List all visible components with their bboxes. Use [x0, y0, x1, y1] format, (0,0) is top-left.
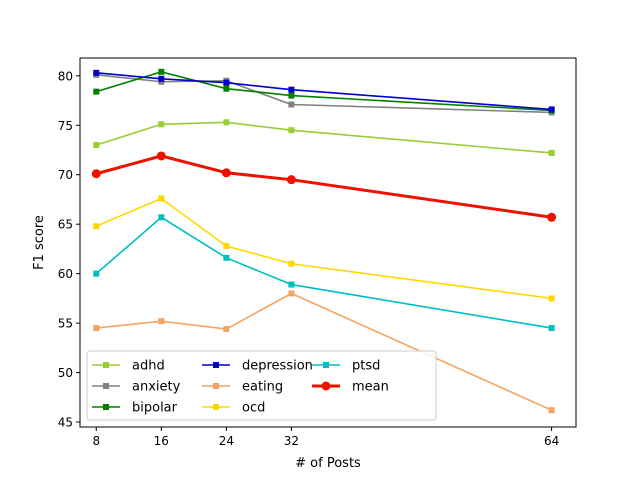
x-tick-label: 24: [219, 434, 234, 448]
series-line-ocd: [95, 197, 552, 300]
data-point-depression: [288, 86, 295, 93]
data-point-adhd: [158, 121, 165, 128]
data-point-ptsd: [548, 325, 555, 332]
series-mean: [91, 151, 557, 222]
data-point-mean: [91, 169, 101, 179]
data-point-bipolar: [93, 88, 100, 95]
data-point-depression: [158, 75, 165, 82]
data-point-eating: [93, 325, 100, 332]
y-tick-label: 70: [58, 168, 73, 182]
data-point-ocd: [288, 260, 295, 267]
plot-frame: [79, 57, 577, 428]
x-axis-label: # of Posts: [295, 456, 361, 471]
data-point-depression: [223, 79, 230, 86]
y-tick-label: 80: [58, 69, 73, 83]
legend-label: adhd: [132, 359, 165, 374]
data-point-bipolar: [223, 85, 230, 92]
legend-marker: [321, 381, 331, 391]
legend-label: bipolar: [132, 401, 178, 416]
data-point-depression: [548, 106, 555, 113]
series-bipolar: [93, 68, 555, 114]
legend: adhd anxiety bipolar depression eating ocd pts…: [86, 350, 437, 421]
legend-item-eating: eating: [202, 380, 283, 395]
y-tick-label: 45: [58, 416, 73, 430]
data-point-mean: [156, 151, 166, 161]
y-tick-label: 75: [58, 119, 73, 133]
legend-item-anxiety: anxiety: [92, 380, 181, 395]
series-line-adhd: [96, 121, 552, 154]
y-tick-label: 60: [58, 267, 73, 281]
legend-marker: [103, 362, 109, 368]
series-eating: [93, 290, 555, 414]
data-point-ocd: [158, 195, 165, 202]
y-axis-label: F1 score: [32, 215, 47, 270]
legend-marker: [103, 404, 109, 410]
legend-marker: [103, 383, 109, 389]
legend-marker: [213, 383, 219, 389]
data-point-mean: [286, 175, 296, 185]
series-line-mean: [95, 154, 552, 219]
legend-item-ptsd: ptsd: [312, 359, 380, 374]
series-ptsd: [93, 214, 555, 332]
data-point-eating: [548, 407, 555, 414]
data-point-ptsd: [223, 254, 230, 261]
y-tick-label: 50: [58, 366, 73, 380]
legend-item-adhd: adhd: [92, 359, 165, 374]
data-point-eating: [288, 290, 295, 297]
series-line-depression: [96, 72, 552, 111]
legend-label: eating: [242, 380, 283, 395]
legend-marker: [213, 404, 219, 410]
series-ocd: [93, 195, 555, 302]
data-point-bipolar: [288, 92, 295, 99]
data-point-ocd: [223, 242, 230, 249]
data-point-eating: [223, 326, 230, 333]
data-point-mean: [221, 168, 231, 178]
data-point-bipolar: [158, 68, 165, 75]
legend-label: depression: [242, 359, 313, 374]
series-depression: [93, 69, 555, 113]
data-point-adhd: [93, 142, 100, 149]
y-axis: 45 50 55 60 65 70 75 80: [58, 69, 80, 430]
data-point-eating: [158, 318, 165, 325]
y-tick-label: 55: [58, 317, 73, 331]
series-line-ptsd: [95, 216, 552, 329]
x-tick-label: 16: [154, 434, 169, 448]
legend-marker: [213, 362, 219, 368]
data-point-anxiety: [288, 101, 295, 108]
x-tick-label: 64: [544, 434, 559, 448]
legend-item-depression: depression: [202, 359, 313, 374]
x-tick-label: 8: [92, 434, 100, 448]
data-point-mean: [547, 212, 557, 222]
legend-label: mean: [352, 380, 389, 395]
x-axis: 8 16 24 32 64: [92, 427, 559, 448]
data-point-ocd: [93, 223, 100, 230]
legend-label: ptsd: [352, 359, 380, 374]
x-tick-label: 32: [284, 434, 299, 448]
legend-box: [86, 350, 437, 421]
legend-item-mean: mean: [312, 380, 389, 395]
y-tick-label: 65: [58, 218, 73, 232]
data-point-ocd: [548, 295, 555, 302]
legend-item-bipolar: bipolar: [92, 401, 178, 416]
series-adhd: [93, 119, 555, 156]
data-point-ptsd: [93, 270, 100, 277]
series-layer: [91, 68, 557, 414]
data-point-adhd: [548, 149, 555, 156]
legend-label: anxiety: [132, 380, 181, 395]
data-point-adhd: [223, 119, 230, 126]
data-point-adhd: [288, 127, 295, 134]
legend-item-ocd: ocd: [202, 401, 265, 416]
data-point-ptsd: [288, 281, 295, 288]
data-point-ptsd: [158, 214, 165, 221]
data-point-depression: [93, 69, 100, 76]
legend-marker: [323, 362, 329, 368]
legend-label: ocd: [242, 401, 265, 416]
